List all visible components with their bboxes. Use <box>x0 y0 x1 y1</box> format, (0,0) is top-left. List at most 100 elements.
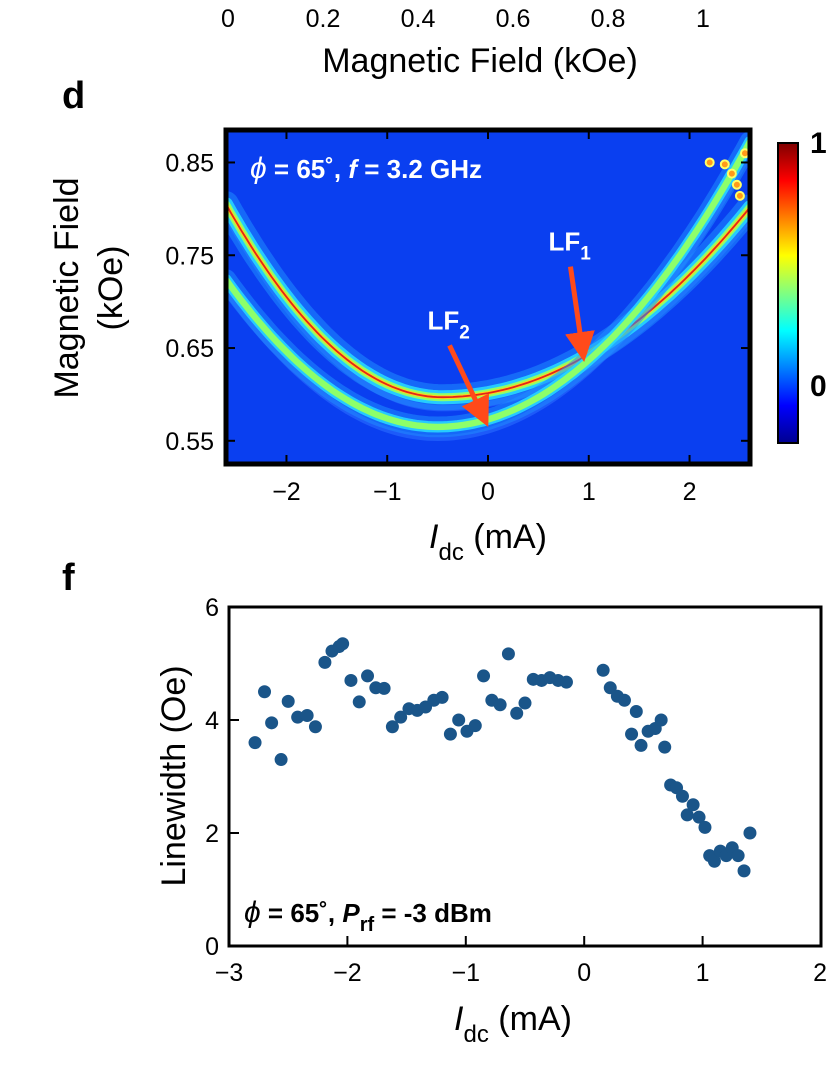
scatter-points <box>248 637 757 878</box>
heatmap-y-tick-label: 0.55 <box>165 428 214 456</box>
current-subscript: dc <box>464 1021 489 1048</box>
scatter-point <box>394 710 408 724</box>
scatter-point <box>493 698 507 712</box>
scatter-point <box>318 655 332 669</box>
scatter-point <box>501 647 515 661</box>
scatter-point <box>300 708 314 722</box>
scatter-point <box>634 738 648 752</box>
scatter-point <box>477 669 491 683</box>
scatter-x-ticks: −3 −2 −1 0 1 2 <box>215 936 827 987</box>
heatmap-x-label: Idc (mA) <box>429 518 547 566</box>
scatter-y-label: Linewidth (Oe) <box>155 665 193 886</box>
current-symbol: I <box>454 1000 464 1038</box>
scatter-x-tick-label: −3 <box>215 959 244 987</box>
colorbar <box>777 142 799 444</box>
scatter-point <box>654 713 668 727</box>
heatmap-x-tick-label: 2 <box>683 478 697 506</box>
scatter-point <box>352 695 366 709</box>
heatmap-spot <box>726 168 737 179</box>
panel-label-d: d <box>62 75 85 117</box>
heatmap-spot <box>731 179 742 190</box>
current-unit: (mA) <box>464 518 547 556</box>
top-axis-ticks: 0 0.2 0.4 0.6 0.8 1 <box>221 5 710 33</box>
scatter-point <box>518 696 532 710</box>
scatter-point <box>308 720 322 734</box>
heatmap-x-tick-label: −2 <box>272 478 301 506</box>
mode-label-lf1: LF1 <box>548 227 591 265</box>
top-tick-label: 0 <box>221 5 235 33</box>
scatter-point <box>737 864 751 878</box>
scatter-x-tick-label: −1 <box>452 959 481 987</box>
heatmap-y-label-line2: (kOe) <box>92 246 130 331</box>
angle-text: = 65˚, <box>267 154 349 184</box>
scatter-point <box>698 820 712 834</box>
phi-symbol: ϕ <box>250 152 267 185</box>
phi-symbol: ϕ <box>244 896 261 929</box>
heatmap-y-tick-label: 0.65 <box>165 335 214 363</box>
scatter-point <box>559 675 573 689</box>
scatter-point <box>680 808 694 822</box>
top-tick-label: 0.8 <box>591 5 626 33</box>
scatter-annotation: ϕ = 65˚, Prf = -3 dBm <box>244 896 492 936</box>
scatter-point <box>265 716 279 730</box>
scatter-point <box>743 826 757 840</box>
angle-text: = 65˚, <box>261 898 343 928</box>
heatmap-y-tick-label: 0.85 <box>165 149 214 177</box>
freq-symbol: f <box>348 154 359 184</box>
scatter-point <box>629 705 643 719</box>
panel-label-f: f <box>62 557 75 599</box>
current-symbol: I <box>429 518 439 556</box>
freq-text: = 3.2 GHz <box>357 154 482 184</box>
scatter-point <box>617 693 631 707</box>
mode-arrow-lf1 <box>565 266 595 362</box>
heatmap-spot <box>734 190 745 201</box>
scatter-point <box>344 673 358 687</box>
scatter-point <box>258 685 272 699</box>
heatmap-x-tick-label: 1 <box>582 478 596 506</box>
power-subscript: rf <box>360 914 375 936</box>
mode-label-lf2: LF2 <box>428 305 470 343</box>
scatter-y-tick-label: 4 <box>205 707 219 735</box>
scatter-point <box>707 854 721 868</box>
scatter-frame <box>227 605 823 948</box>
scatter-x-label: Idc (mA) <box>454 1000 572 1048</box>
heatmap-spot <box>719 159 730 170</box>
scatter-x-tick-label: −2 <box>333 959 362 987</box>
scatter-point <box>675 789 689 803</box>
top-axis-label: Magnetic Field (kOe) <box>322 42 638 80</box>
colorbar-min-label: 0 <box>810 370 827 403</box>
heatmap-spot <box>704 157 715 168</box>
current-unit: (mA) <box>489 1000 572 1038</box>
scatter-point <box>336 637 350 651</box>
scatter-point <box>658 740 672 754</box>
mode-lf1-trace <box>226 203 750 399</box>
top-tick-label: 0.2 <box>306 5 341 33</box>
heatmap-y-tick-label: 0.75 <box>165 242 214 270</box>
scatter-point <box>361 669 375 683</box>
top-tick-label: 0.6 <box>496 5 531 33</box>
scatter-point <box>510 706 524 720</box>
heatmap-x-tick-label: 0 <box>481 478 495 506</box>
top-tick-label: 0.4 <box>401 5 436 33</box>
heatmap-x-ticks: −2 −1 0 1 2 <box>272 130 696 506</box>
scatter-point <box>377 681 391 695</box>
top-tick-label: 1 <box>696 5 710 33</box>
scatter-y-tick-label: 6 <box>205 594 219 622</box>
scatter-point <box>443 727 457 741</box>
heatmap-y-label-line1: Magnetic Field <box>48 177 86 398</box>
scatter-point <box>731 849 745 863</box>
mode-labels: LF1 LF2 <box>428 227 595 427</box>
scatter-y-tick-label: 2 <box>205 820 219 848</box>
scatter-point <box>692 810 706 824</box>
scatter-point <box>281 694 295 708</box>
current-subscript: dc <box>439 539 464 566</box>
heatmap-x-tick-label: −1 <box>373 478 402 506</box>
scatter-point <box>452 713 466 727</box>
heatmap-y-label: Magnetic Field (kOe) <box>48 177 130 398</box>
mode-arrow-lf2 <box>447 344 489 427</box>
scatter-y-tick-label: 0 <box>205 933 219 961</box>
scatter-point <box>435 690 449 704</box>
scatter-point <box>468 719 482 733</box>
heatmap-y-ticks: 0.55 0.65 0.75 0.85 <box>165 149 750 456</box>
